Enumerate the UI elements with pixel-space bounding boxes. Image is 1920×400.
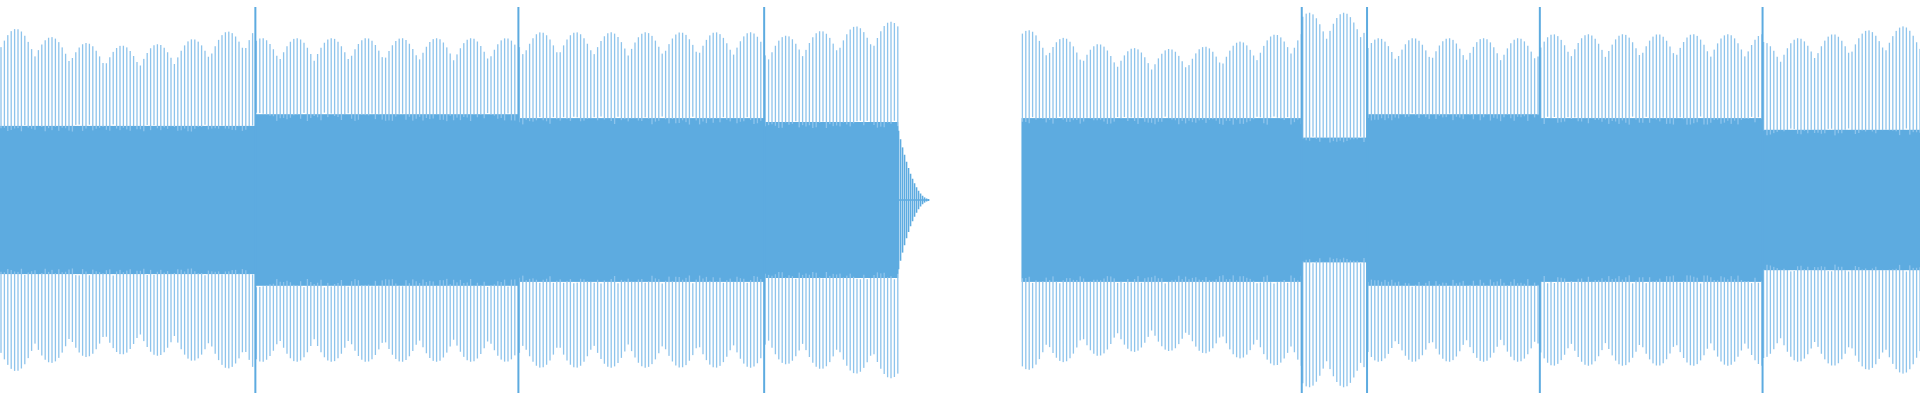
waveform-tail-1 bbox=[897, 130, 930, 270]
waveform-peaks-1-2 bbox=[255, 38, 519, 362]
waveform-core-2-5 bbox=[1762, 129, 1920, 271]
waveform-peaks-1-4 bbox=[764, 21, 899, 379]
waveform-clip-2[interactable] bbox=[1021, 6, 1920, 394]
waveform-core-2-2 bbox=[1301, 137, 1368, 263]
waveform-core-1-3 bbox=[518, 118, 765, 282]
waveform-core-1-2 bbox=[255, 114, 519, 286]
waveform-core-1-4 bbox=[764, 122, 899, 278]
waveform-peaks-2-1 bbox=[1021, 30, 1302, 370]
waveform-clips bbox=[0, 6, 1920, 394]
waveform-clip-1[interactable] bbox=[0, 6, 930, 394]
waveform-peaks-2-2 bbox=[1302, 12, 1365, 388]
waveform-core-2-3 bbox=[1367, 114, 1540, 286]
waveform-core-2-1 bbox=[1021, 118, 1302, 282]
waveform-core-1-1 bbox=[0, 125, 256, 275]
waveform-core-2-4 bbox=[1539, 118, 1763, 282]
waveform-peaks-2-5 bbox=[1762, 26, 1920, 374]
waveform-peaks-1-1 bbox=[0, 29, 254, 371]
